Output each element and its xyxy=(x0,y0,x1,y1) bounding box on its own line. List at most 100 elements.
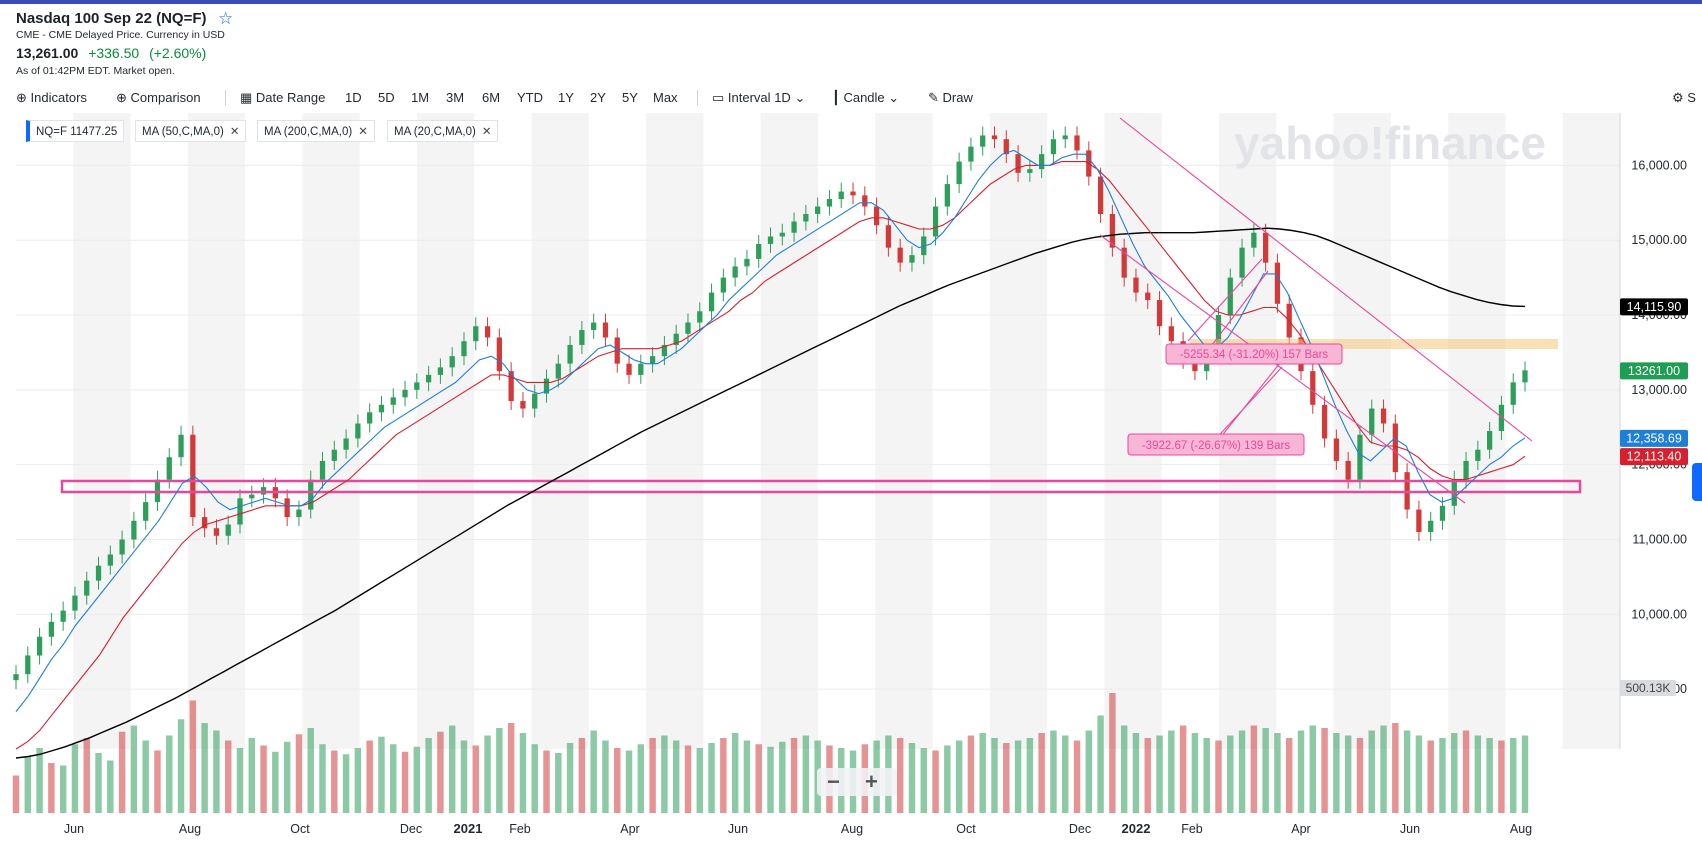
symbol-value: 11477.25 xyxy=(70,126,118,138)
candle-body xyxy=(1062,135,1068,140)
x-tick-label: Oct xyxy=(956,822,976,836)
legend-pill-ma200[interactable]: MA (200,C,MA,0) ✕ xyxy=(257,120,375,142)
measure-line-1[interactable] xyxy=(1187,258,1263,342)
volume-bar xyxy=(908,743,916,813)
price-chart[interactable]: yahoo!finance -5255.34 (-31.20%) 157 Bar… xyxy=(0,113,1702,843)
month-band xyxy=(187,113,246,749)
volume-bar xyxy=(1392,723,1399,813)
candle-body xyxy=(1263,232,1269,263)
settings-button[interactable]: ⚙ S xyxy=(1672,90,1696,106)
volume-bar xyxy=(896,738,904,813)
volume-bar xyxy=(790,738,798,813)
legend-pill-ma20[interactable]: MA (20,C,MA,0) ✕ xyxy=(387,120,499,142)
volume-bar xyxy=(118,731,126,813)
volume-bar xyxy=(189,700,197,813)
measure-line-2[interactable] xyxy=(1211,270,1269,346)
candle-body xyxy=(897,247,903,263)
annotation-1[interactable]: -5255.34 (-31.20%) 157 Bars xyxy=(1165,343,1343,365)
x-tick-label: 2021 xyxy=(454,821,483,836)
candle-body xyxy=(720,277,726,293)
volume-bar xyxy=(83,738,90,813)
trend-drawings[interactable] xyxy=(1099,117,1533,504)
side-panel-handle[interactable] xyxy=(1692,463,1702,501)
measure-line-4[interactable] xyxy=(1219,362,1281,439)
range-2y[interactable]: 2Y xyxy=(590,90,606,105)
close-icon[interactable]: ✕ xyxy=(358,126,368,138)
price-label-text: 13261.00 xyxy=(1628,364,1680,378)
volume-bar xyxy=(472,745,479,813)
candle-body xyxy=(956,161,962,185)
range-1d[interactable]: 1D xyxy=(345,90,362,105)
star-icon[interactable]: ☆ xyxy=(218,9,234,28)
range-max[interactable]: Max xyxy=(653,90,678,105)
price-labels: 14,115.90 13261.00 12,358.69 12,113.40 xyxy=(1620,298,1688,466)
annotation-1-text: -5255.34 (-31.20%) 157 Bars xyxy=(1180,349,1329,361)
zoom-in-button[interactable]: + xyxy=(865,769,878,794)
candle-body xyxy=(213,528,220,536)
range-5y[interactable]: 5Y xyxy=(622,90,638,105)
volume-bar xyxy=(1085,730,1093,813)
range-ytd[interactable]: YTD xyxy=(517,90,543,105)
volume-bar xyxy=(460,740,468,813)
range-1m[interactable]: 1M xyxy=(411,90,430,105)
volume-bar xyxy=(1097,715,1104,813)
interval-value: 1D xyxy=(774,90,791,105)
volume-bar xyxy=(283,741,291,813)
candle-body xyxy=(661,344,668,357)
channel-upper-line[interactable] xyxy=(1119,117,1533,442)
candle-body xyxy=(1392,423,1398,473)
legend-pill-symbol[interactable]: NQ=F 11477.25 xyxy=(26,120,125,142)
indicators-button[interactable]: ⊕ Indicators xyxy=(16,90,87,106)
close-icon[interactable]: ✕ xyxy=(229,126,240,138)
candle-body xyxy=(84,580,90,596)
candle-body xyxy=(1463,460,1469,480)
comparison-button[interactable]: ⊕ Comparison xyxy=(116,90,201,106)
legend-pill-ma50[interactable]: MA (50,C,MA,0) ✕ xyxy=(135,120,247,142)
candle-body xyxy=(991,135,998,140)
candle-body xyxy=(591,322,597,330)
volume-bar xyxy=(213,730,220,813)
candle-body xyxy=(862,195,868,207)
volume-bar xyxy=(1109,693,1116,813)
candle-body xyxy=(319,460,326,480)
volume-bar xyxy=(1215,740,1222,813)
pencil-icon: ✎ xyxy=(928,90,939,105)
candle-body xyxy=(1369,408,1375,435)
channel-lower-line[interactable] xyxy=(1099,234,1466,504)
chart-type-button[interactable]: ┃ Candle ⌄ xyxy=(832,90,899,106)
price-label-box xyxy=(1620,362,1688,380)
range-3m[interactable]: 3M xyxy=(446,90,465,105)
interval-button[interactable]: ▭ Interval 1D ⌄ xyxy=(712,90,805,106)
date-range-button[interactable]: ▦ Date Range xyxy=(240,90,325,106)
candle-body xyxy=(225,524,231,536)
volume-bar xyxy=(555,753,562,813)
chart-area[interactable]: yahoo!finance -5255.34 (-31.20%) 157 Bar… xyxy=(0,113,1702,843)
annotation-2[interactable]: -3922.67 (-26.67%) 139 Bars xyxy=(1127,433,1305,456)
volume-bar xyxy=(743,740,751,813)
candle-body xyxy=(1039,154,1045,170)
range-1y[interactable]: 1Y xyxy=(558,90,574,105)
volume-bar xyxy=(437,731,444,813)
close-icon[interactable]: ✕ xyxy=(481,126,492,138)
candle-body xyxy=(390,397,396,405)
zoom-out-button[interactable]: − xyxy=(827,769,840,794)
candle-body xyxy=(119,539,125,555)
volume-bar xyxy=(48,763,55,813)
candle-body xyxy=(402,389,408,398)
volume-bar xyxy=(672,740,680,813)
range-6m[interactable]: 6M xyxy=(482,90,501,105)
candle-body xyxy=(437,367,444,375)
draw-button[interactable]: ✎ Draw xyxy=(928,90,973,106)
volume-bar xyxy=(543,750,550,813)
volume-bar xyxy=(1368,730,1375,813)
month-band xyxy=(1448,113,1506,749)
month-band xyxy=(875,113,933,749)
range-5d[interactable]: 5D xyxy=(378,90,395,105)
candle-body xyxy=(190,434,196,518)
x-tick-label: Feb xyxy=(509,822,531,836)
volume-bar xyxy=(1427,740,1434,813)
x-tick-label: Feb xyxy=(1181,822,1203,836)
volume-bar xyxy=(378,736,385,813)
support-zone[interactable] xyxy=(60,479,1582,494)
x-tick-label: Aug xyxy=(1510,822,1532,836)
